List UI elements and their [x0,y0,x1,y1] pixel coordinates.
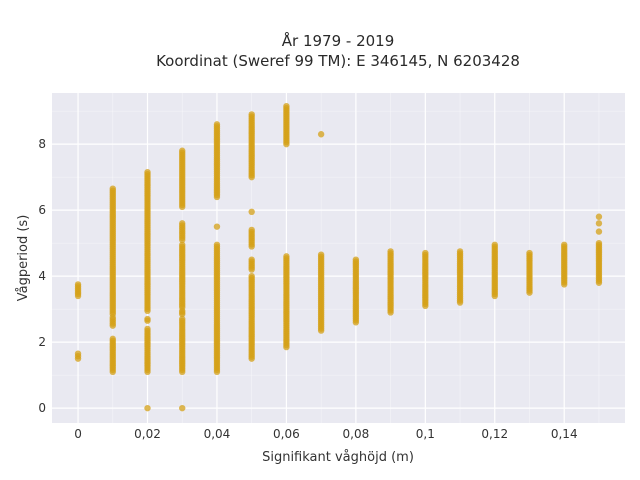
y-tick-label: 2 [38,335,46,349]
x-tick-label: 0,12 [481,427,508,441]
data-point [74,350,82,357]
data-point [179,404,186,412]
data-point [248,208,255,215]
data-point [213,241,221,248]
chart-title-line2: Koordinat (Sweref 99 TM): E 346145, N 62… [156,52,520,70]
data-point [595,213,603,220]
data-point [317,131,325,138]
data-point [491,241,498,248]
data-point [144,315,151,323]
data-point [144,404,151,412]
data-point [179,220,186,227]
x-tick-labels: 0 0,02 0,04 0,06 0,08 0,1 0,12 0,14 [74,427,577,441]
y-axis-label: Vågperiod (s) [16,215,31,302]
data-point [179,241,186,248]
x-axis-label: Signifikant våghöjd (m) [262,450,414,465]
data-point [179,147,186,154]
data-point [283,103,290,110]
y-tick-label: 0 [38,401,46,415]
data-point [352,256,360,263]
y-tick-label: 6 [38,203,46,217]
data-point [317,251,325,258]
data-point [595,228,603,235]
x-tick-label: 0,1 [416,427,435,441]
x-tick-label: 0,04 [204,427,231,441]
x-tick-label: 0,08 [343,427,370,441]
data-point [248,111,255,118]
data-point [213,121,221,128]
data-point [109,335,116,343]
data-point [179,315,186,323]
plot-area [52,93,625,423]
data-point [456,248,464,255]
x-tick-label: 0,06 [273,427,300,441]
data-point [248,256,255,263]
data-point [248,272,255,280]
data-point [526,249,533,257]
chart-title-line1: År 1979 - 2019 [282,31,395,50]
data-point [595,239,603,247]
data-point [109,185,116,192]
data-points [74,103,603,412]
data-point [74,281,82,288]
data-point [144,325,151,333]
x-tick-label: 0,02 [134,427,161,441]
data-point [213,223,221,230]
data-point [248,226,255,234]
data-point [595,220,603,227]
y-tick-label: 8 [38,137,46,151]
y-tick-labels: 0 2 4 6 8 [38,137,46,415]
data-point [561,241,568,248]
data-point [387,248,394,255]
y-tick-label: 4 [38,269,46,283]
x-tick-label: 0 [74,427,82,441]
data-point [283,253,290,260]
x-tick-label: 0,14 [551,427,578,441]
data-point [422,249,429,257]
data-point [144,169,151,176]
